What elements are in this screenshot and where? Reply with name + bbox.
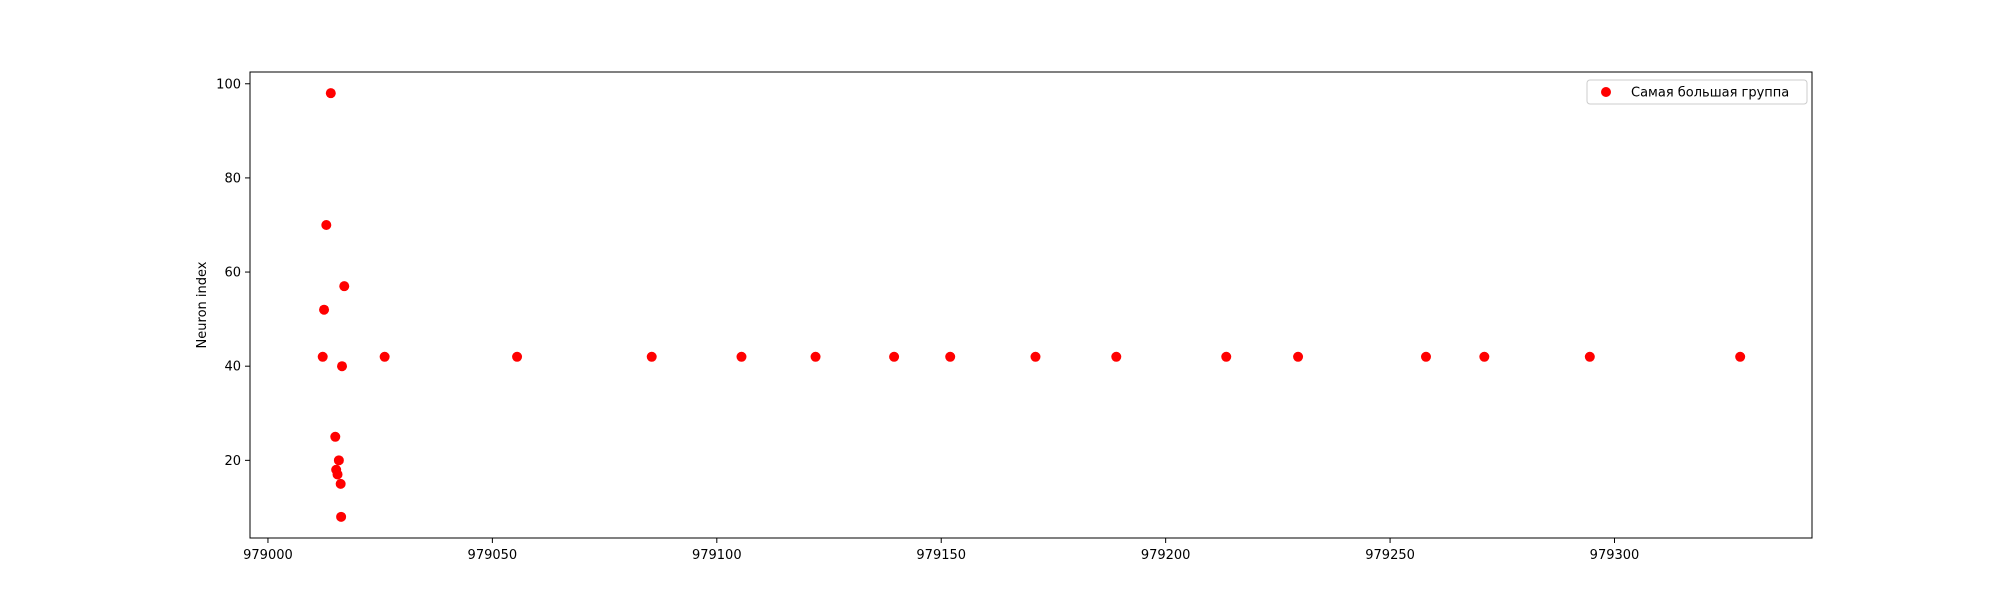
- y-tick-label: 60: [224, 266, 241, 281]
- data-point: [321, 219, 332, 230]
- plot-area-frame: [249, 71, 1813, 539]
- data-point: [512, 351, 523, 362]
- x-tick-label: 979000: [243, 548, 293, 563]
- data-point: [945, 351, 956, 362]
- data-point: [889, 351, 900, 362]
- y-tick-label: 80: [224, 171, 241, 186]
- data-point: [336, 511, 347, 522]
- data-point: [1293, 351, 1304, 362]
- data-point: [333, 455, 344, 466]
- x-axis: 979000 979050 979100 979150 979200 979250 9793…: [243, 538, 1639, 563]
- x-tick-label: 979250: [1365, 548, 1415, 563]
- y-axis-label: Neuron index: [195, 261, 210, 348]
- data-point: [1479, 351, 1490, 362]
- data-point: [1111, 351, 1122, 362]
- y-tick-label: 40: [224, 360, 241, 375]
- data-point: [337, 361, 348, 372]
- y-axis: 20 40 60 80 100: [216, 77, 250, 469]
- x-tick-label: 979050: [468, 548, 518, 563]
- data-point: [319, 304, 330, 315]
- data-point: [1735, 351, 1746, 362]
- legend-box: [1586, 79, 1808, 105]
- x-tick-label: 979300: [1590, 548, 1640, 563]
- x-tick-label: 979150: [916, 548, 966, 563]
- data-point: [325, 88, 336, 99]
- data-point: [1584, 351, 1595, 362]
- data-point: [330, 431, 341, 442]
- data-point: [1420, 351, 1431, 362]
- legend: Самая большая группа: [1586, 79, 1808, 105]
- data-point: [332, 469, 343, 480]
- y-tick-label: 20: [224, 454, 241, 469]
- x-tick-label: 979200: [1141, 548, 1191, 563]
- data-point: [317, 351, 328, 362]
- data-point: [736, 351, 747, 362]
- y-tick-label: 100: [216, 77, 241, 92]
- legend-marker: [1601, 87, 1611, 97]
- data-point: [646, 351, 657, 362]
- x-tick-label: 979100: [692, 548, 742, 563]
- data-point: [379, 351, 390, 362]
- data-point: [810, 351, 821, 362]
- data-point: [1030, 351, 1041, 362]
- data-point: [1221, 351, 1232, 362]
- data-point: [335, 478, 346, 489]
- data-points: [317, 88, 1746, 522]
- data-point: [339, 281, 350, 292]
- legend-label: Самая большая группа: [1631, 86, 1789, 101]
